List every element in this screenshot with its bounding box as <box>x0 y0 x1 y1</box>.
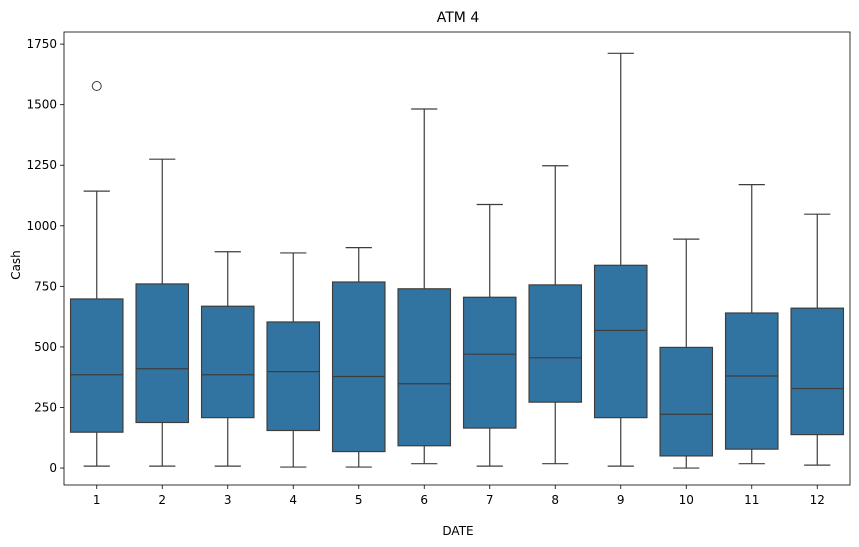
y-tick-label: 0 <box>49 461 57 475</box>
x-tick-label: 6 <box>420 493 428 507</box>
iqr-box <box>724 312 779 450</box>
box-category-7 <box>462 203 517 467</box>
plot-boxes <box>69 52 845 469</box>
iqr-box <box>593 264 648 419</box>
x-tick-label: 9 <box>617 493 625 507</box>
y-tick-label: 750 <box>34 279 57 293</box>
box-category-4 <box>266 252 321 468</box>
y-tick-label: 1000 <box>26 219 57 233</box>
x-tick-label: 1 <box>93 493 101 507</box>
y-tick-label: 1250 <box>26 158 57 172</box>
y-tick-label: 1750 <box>26 37 57 51</box>
iqr-box <box>462 296 517 429</box>
x-axis: 1 2 3 4 5 6 7 8 9 10 11 12 <box>93 485 825 507</box>
iqr-box <box>659 346 714 457</box>
box-category-3 <box>200 251 255 467</box>
iqr-box <box>69 298 124 433</box>
box-category-2 <box>135 158 190 467</box>
y-tick-label: 500 <box>34 340 57 354</box>
box-category-5 <box>331 246 386 468</box>
iqr-box <box>397 288 452 447</box>
y-axis-title: Cash <box>9 250 23 280</box>
box-category-1 <box>69 81 124 467</box>
x-tick-label: 7 <box>486 493 494 507</box>
x-axis-title: DATE <box>442 524 473 538</box>
x-tick-label: 11 <box>744 493 759 507</box>
iqr-box <box>790 307 845 436</box>
x-tick-label: 4 <box>289 493 297 507</box>
box-category-6 <box>397 108 452 465</box>
iqr-box <box>528 284 583 403</box>
iqr-box <box>266 321 321 432</box>
x-tick-label: 2 <box>158 493 166 507</box>
plot-frame <box>63 31 851 486</box>
box-category-11 <box>724 184 779 465</box>
x-tick-label: 5 <box>355 493 363 507</box>
iqr-box <box>200 305 255 419</box>
y-tick-label: 1500 <box>26 98 57 112</box>
outlier-point <box>91 81 102 92</box>
x-tick-label: 10 <box>679 493 694 507</box>
x-tick-label: 12 <box>810 493 825 507</box>
box-category-12 <box>790 213 845 466</box>
chart-title: ATM 4 <box>437 10 480 26</box>
y-tick-label: 250 <box>34 400 57 414</box>
box-category-10 <box>659 238 714 469</box>
box-category-8 <box>528 165 583 465</box>
y-axis: 0 250 500 750 1000 1250 1500 1750 <box>26 37 64 475</box>
x-tick-label: 3 <box>224 493 232 507</box>
iqr-box <box>135 283 190 424</box>
box-category-9 <box>593 52 648 467</box>
x-tick-label: 8 <box>551 493 559 507</box>
iqr-box <box>331 281 386 453</box>
